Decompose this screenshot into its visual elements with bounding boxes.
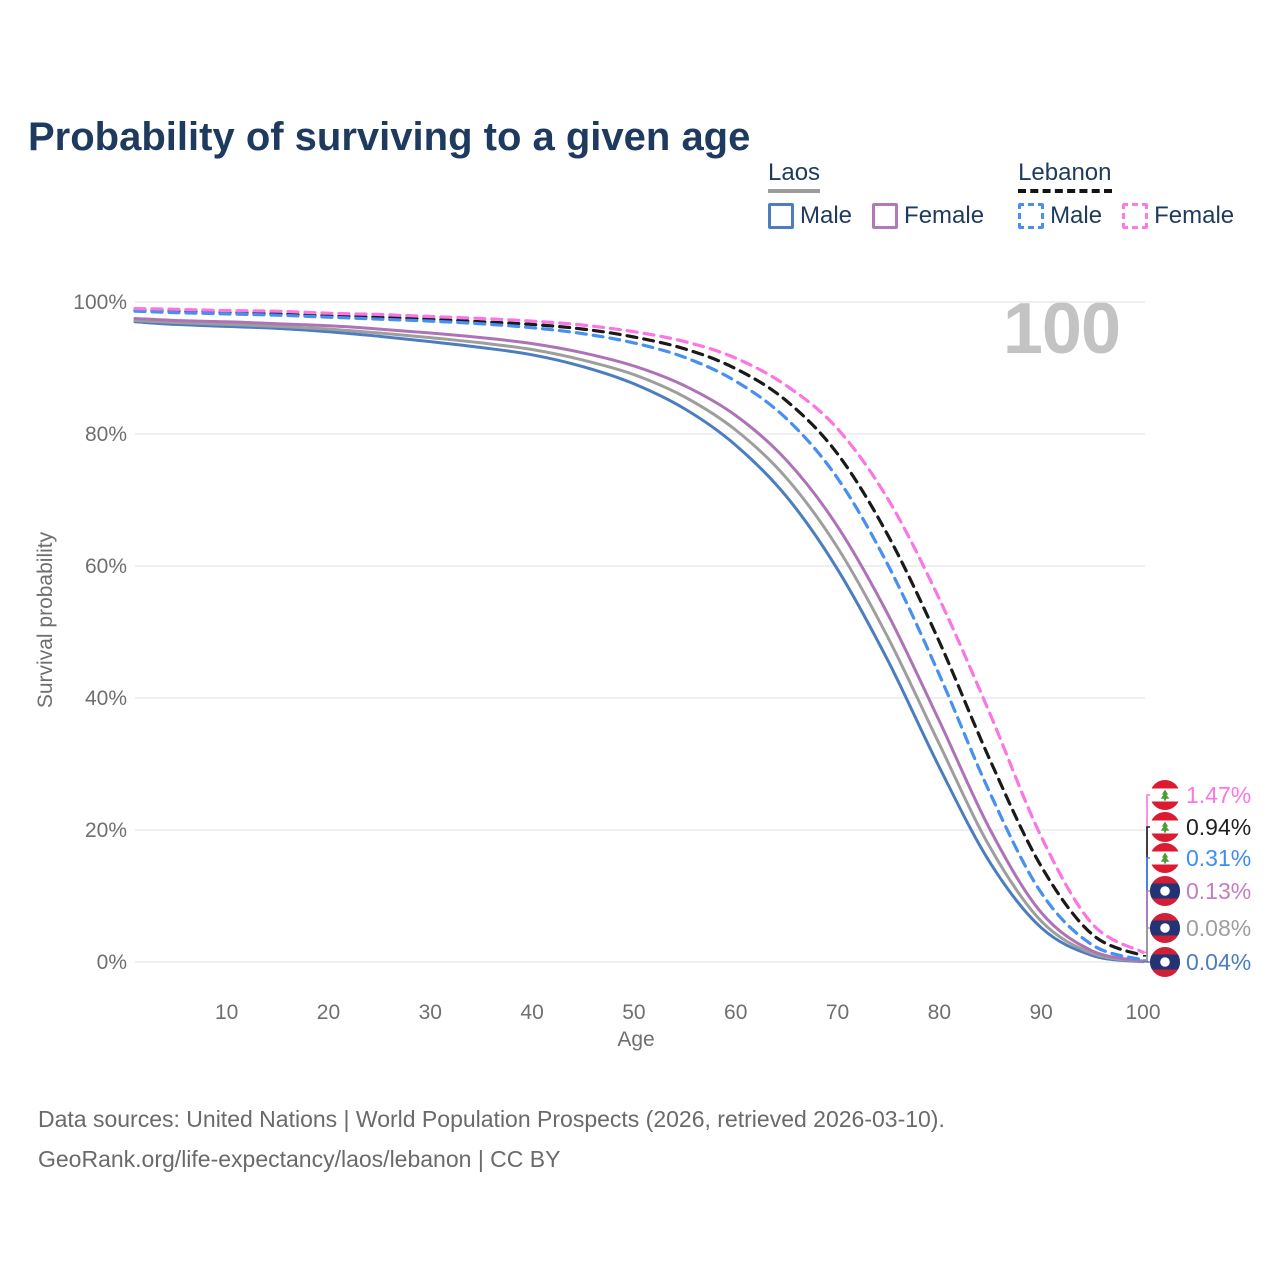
x-tick-label: 20 xyxy=(317,1001,340,1024)
legend-item-label: Female xyxy=(904,202,985,230)
data-sources-text: Data sources: United Nations | World Pop… xyxy=(38,1106,945,1132)
attribution-link-text: GeoRank.org/life-expectancy/laos/lebanon… xyxy=(38,1146,561,1172)
legend-item-lebanon-female[interactable]: Female xyxy=(1122,202,1234,230)
legend-item-label: Male xyxy=(800,202,853,230)
legend-group-label: Lebanon xyxy=(1018,159,1112,194)
y-tick-label: 20% xyxy=(85,819,127,842)
y-tick-label: 80% xyxy=(85,423,127,446)
y-tick-label: 0% xyxy=(97,951,127,974)
series-line-lebanon-average[interactable] xyxy=(133,309,1145,958)
legend-group-lebanon: Lebanon Male Female xyxy=(1018,159,1234,230)
legend-item-laos-male[interactable]: Male xyxy=(768,202,852,230)
x-tick-label: 10 xyxy=(215,1001,238,1024)
y-tick-label: 60% xyxy=(85,555,127,578)
x-axis-title: Age xyxy=(617,1028,655,1051)
y-axis-title: Survival probability xyxy=(34,531,57,709)
series-line-lebanon-male[interactable] xyxy=(133,309,1145,962)
x-tick-label: 100 xyxy=(1125,1001,1160,1024)
legend-item-label: Female xyxy=(1154,202,1235,230)
laos-male-swatch-icon xyxy=(768,203,794,230)
x-tick-label: 60 xyxy=(724,1001,747,1024)
x-tick-label: 80 xyxy=(928,1001,951,1024)
x-tick-label: 70 xyxy=(826,1001,849,1024)
laos-female-swatch-icon xyxy=(872,203,899,230)
y-tick-label: 100% xyxy=(73,291,127,314)
page-title: Probability of surviving to a given age xyxy=(28,114,751,159)
lebanon-male-swatch-icon xyxy=(1018,203,1045,230)
y-tick-label: 40% xyxy=(85,687,127,710)
legend-group-laos: Laos Male Female xyxy=(768,159,984,230)
lebanon-female-swatch-icon xyxy=(1122,203,1149,230)
legend-item-label: Male xyxy=(1050,202,1103,230)
legend-item-lebanon-male[interactable]: Male xyxy=(1018,202,1102,230)
legend: Laos Male Female Lebanon Male Female xyxy=(768,159,1234,230)
series-line-laos-average[interactable] xyxy=(133,319,1145,963)
x-tick-label: 50 xyxy=(622,1001,645,1024)
series-line-laos-male[interactable] xyxy=(133,320,1145,964)
x-tick-label: 90 xyxy=(1030,1001,1053,1024)
x-tick-label: 30 xyxy=(419,1001,442,1024)
x-tick-label: 40 xyxy=(520,1001,543,1024)
legend-group-label: Laos xyxy=(768,159,821,194)
series-line-laos-female[interactable] xyxy=(133,317,1145,963)
series-line-lebanon-female[interactable] xyxy=(133,307,1145,954)
legend-item-laos-female[interactable]: Female xyxy=(872,202,984,230)
